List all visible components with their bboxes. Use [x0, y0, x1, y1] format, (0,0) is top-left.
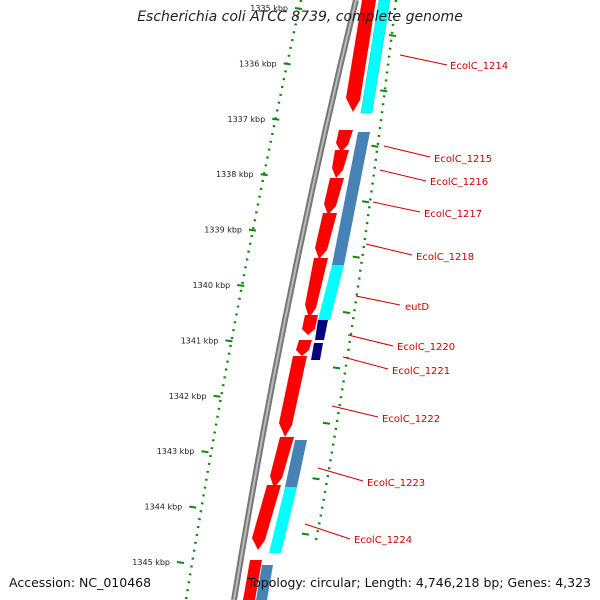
gc-segment-cyan-3: [269, 487, 297, 553]
cds-arrow-bottom: [243, 560, 262, 600]
cds-arrow-1214: [346, 0, 376, 112]
gene-label[interactable]: eutD: [405, 302, 429, 313]
gc-segment-blue-4: [256, 565, 273, 600]
gene-label[interactable]: EcolC_1216: [430, 177, 488, 188]
gene-label[interactable]: EcolC_1214: [450, 61, 508, 72]
kbp-tick-label: 1345 kbp: [132, 558, 170, 567]
cds-arrow-1218: [315, 213, 337, 259]
gene-label[interactable]: EcolC_1220: [397, 342, 455, 353]
kbp-tick-label: 1336 kbp: [239, 59, 277, 68]
kbp-ticks: 1335 kbp 1336 kbp 1337 kbp 1338 kbp 1339 kbp…: [132, 4, 303, 567]
gc-segment-navy-1: [315, 320, 328, 340]
cds-arrow-1221: [296, 340, 312, 356]
outer-tick-mark: [342, 311, 351, 314]
outer-tick-mark: [361, 200, 370, 204]
gene-label-leaders: EcolC_1214 EcolC_1215 EcolC_1216 EcolC_1217…: [304, 54, 508, 546]
gene-label[interactable]: EcolC_1215: [434, 154, 492, 165]
gene-leader-line: [365, 243, 413, 256]
gene-leader-line: [379, 169, 427, 182]
cds-arrow-1216: [332, 150, 349, 178]
cds-track: [243, 0, 376, 600]
kbp-tick-label: 1337 kbp: [227, 115, 265, 124]
gene-leader-line: [399, 54, 448, 66]
gc-segment-cyan-top: [360, 0, 391, 114]
kbp-tick-mark: [213, 394, 221, 398]
kbp-tick-mark: [176, 561, 185, 564]
kbp-tick-label: 1341 kbp: [181, 336, 219, 345]
kbp-tick-mark: [283, 62, 291, 66]
cds-arrow-1222: [279, 356, 307, 437]
gc-segment-cyan-2: [318, 265, 344, 320]
kbp-tick-label: 1339 kbp: [204, 226, 242, 235]
gene-leader-line: [372, 201, 421, 213]
gene-label[interactable]: EcolC_1222: [382, 414, 440, 425]
gene-label[interactable]: EcolC_1224: [354, 535, 412, 546]
kbp-tick-mark: [260, 173, 268, 177]
cds-arrow-eutD: [305, 258, 328, 318]
gc-segment-blue-1: [332, 132, 370, 265]
outer-ticks: [301, 34, 397, 536]
gene-label[interactable]: EcolC_1217: [424, 209, 482, 220]
kbp-tick-mark: [201, 450, 209, 454]
kbp-tick-mark: [294, 7, 303, 10]
gc-content-track: [256, 0, 391, 600]
backbone-arc-highlight: [233, 0, 357, 600]
cds-arrow-1220: [302, 315, 318, 335]
cds-arrow-1215: [336, 130, 353, 152]
kbp-tick-label: 1343 kbp: [157, 447, 195, 456]
gene-label[interactable]: EcolC_1221: [392, 366, 450, 377]
cds-arrow-1224: [252, 485, 281, 550]
gene-label[interactable]: EcolC_1218: [416, 252, 474, 263]
kbp-tick-mark: [189, 505, 197, 509]
outer-tick-mark: [371, 144, 379, 148]
kbp-tick-mark: [225, 339, 233, 343]
genome-summary: Topology: circular; Length: 4,746,218 bp…: [247, 575, 591, 590]
gene-leader-line: [331, 405, 379, 418]
cds-arrow-1217: [324, 178, 344, 215]
kbp-tick-mark: [272, 117, 280, 121]
outer-tick-mark: [322, 421, 331, 425]
outer-tick-mark: [380, 89, 388, 93]
outer-tick-mark: [332, 366, 341, 370]
outer-tick-mark: [352, 255, 360, 259]
kbp-tick-label: 1344 kbp: [145, 503, 183, 512]
genome-title: Escherichia coli ATCC 8739, complete gen…: [137, 9, 463, 25]
gc-segment-navy-2: [311, 343, 323, 360]
backbone-arc: [231, 0, 359, 600]
kbp-tick-label: 1340 kbp: [193, 281, 231, 290]
gene-leader-line: [317, 467, 364, 482]
kbp-tick-label: 1335 kbp: [250, 4, 288, 13]
gene-leader-line: [347, 334, 394, 347]
outer-tick-mark: [301, 532, 310, 536]
accession-label: Accession: NC_010468: [9, 575, 152, 590]
gene-leader-line: [304, 523, 351, 540]
gene-label[interactable]: EcolC_1223: [367, 478, 425, 489]
gc-segment-blue-3: [285, 440, 307, 487]
outer-tick-mark: [388, 34, 397, 37]
gene-leader-line: [342, 356, 389, 370]
outer-tick-mark: [312, 477, 320, 481]
kbp-tick-mark: [237, 284, 245, 287]
kbp-tick-label: 1338 kbp: [216, 170, 254, 179]
gene-leader-line: [355, 295, 401, 306]
kbp-tick-mark: [248, 228, 257, 232]
cds-arrow-1223: [270, 437, 294, 488]
gene-leader-line: [383, 145, 431, 158]
kbp-tick-label: 1342 kbp: [169, 392, 207, 401]
